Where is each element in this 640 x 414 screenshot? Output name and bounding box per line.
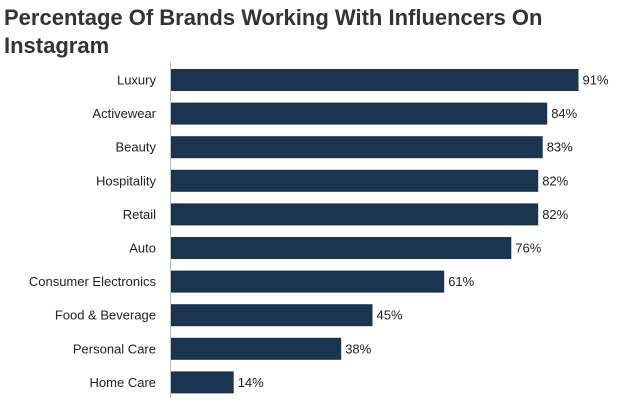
bar xyxy=(171,371,234,394)
bar xyxy=(171,304,373,327)
value-label: 45% xyxy=(377,308,403,323)
bar xyxy=(171,237,512,259)
value-label: 83% xyxy=(547,140,573,155)
bar xyxy=(171,169,539,192)
bar xyxy=(171,337,342,360)
bar xyxy=(171,270,445,293)
value-label: 91% xyxy=(583,73,609,88)
value-label: 14% xyxy=(238,375,264,390)
value-label: 38% xyxy=(345,341,371,356)
category-label: Home Care xyxy=(90,375,156,390)
value-label: 84% xyxy=(551,106,577,121)
chart-title: Percentage Of Brands Working With Influe… xyxy=(4,5,543,58)
category-label: Personal Care xyxy=(73,341,156,356)
value-label: 61% xyxy=(448,274,474,289)
category-label: Luxury xyxy=(117,73,157,88)
bar xyxy=(171,102,548,125)
category-label: Retail xyxy=(123,207,156,222)
bar xyxy=(171,136,543,159)
category-label: Beauty xyxy=(116,140,157,155)
bars-layer: Luxury 91% Activewear 84% Beauty 83% Hospitali… xyxy=(29,69,609,394)
category-label: Consumer Electronics xyxy=(29,274,157,289)
value-label: 82% xyxy=(542,207,568,222)
category-label: Hospitality xyxy=(96,173,156,188)
category-label: Activewear xyxy=(92,106,156,121)
bar xyxy=(171,69,579,91)
value-label: 82% xyxy=(542,173,568,188)
value-label: 76% xyxy=(515,241,541,256)
category-label: Auto xyxy=(129,241,156,256)
bar xyxy=(171,203,539,226)
category-label: Food & Beverage xyxy=(55,308,156,323)
